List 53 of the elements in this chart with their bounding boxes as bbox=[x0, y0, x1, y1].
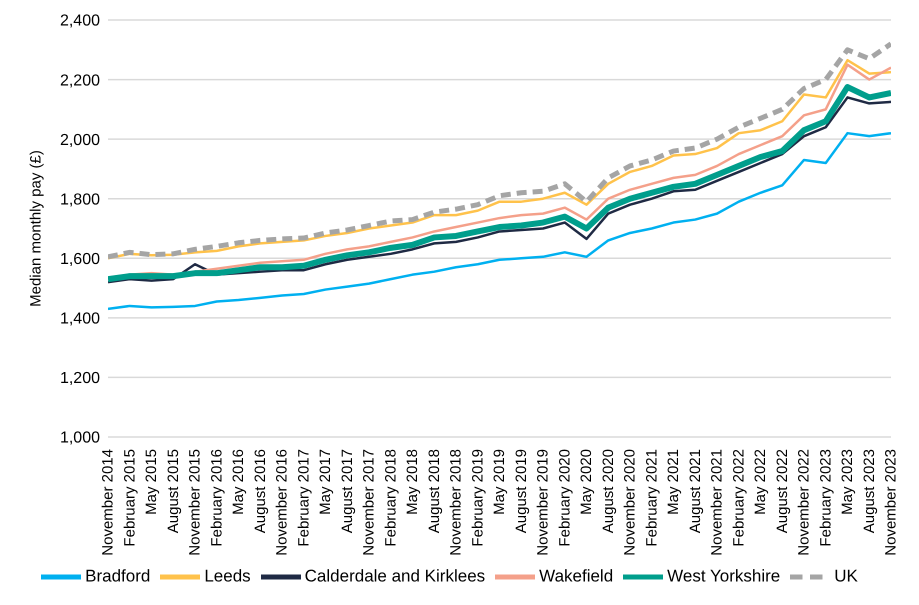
x-tick-label: May 2017 bbox=[317, 449, 334, 515]
y-tick-label: 2,200 bbox=[60, 72, 100, 90]
x-tick-label: February 2023 bbox=[817, 449, 834, 547]
legend-label: Calderdale and Kirklees bbox=[304, 566, 486, 586]
x-tick-label: August 2022 bbox=[774, 449, 791, 534]
y-tick-label: 2,000 bbox=[60, 132, 100, 149]
x-tick-label: May 2021 bbox=[665, 449, 682, 515]
x-tick-label: August 2015 bbox=[164, 449, 182, 534]
x-tick-label: August 2019 bbox=[512, 449, 530, 534]
x-tick-label: November 2022 bbox=[796, 449, 812, 556]
y-tick-label: 1,200 bbox=[60, 370, 100, 388]
x-tick-label: November 2020 bbox=[622, 449, 638, 556]
x-tick-label: February 2022 bbox=[730, 449, 748, 547]
x-tick-label: August 2016 bbox=[252, 449, 269, 534]
x-tick-label: May 2023 bbox=[839, 449, 856, 515]
legend-label: Bradford bbox=[85, 566, 150, 586]
x-tick-label: August 2018 bbox=[426, 449, 443, 534]
legend-label: Leeds bbox=[204, 566, 251, 586]
x-tick-label: November 2018 bbox=[448, 449, 464, 556]
x-tick-label: May 2015 bbox=[143, 449, 160, 515]
x-tick-label: November 2015 bbox=[186, 449, 204, 556]
x-tick-label: May 2019 bbox=[491, 449, 508, 515]
y-tick-label: 1,600 bbox=[60, 250, 100, 268]
x-tick-label: May 2018 bbox=[404, 449, 421, 515]
x-tick-label: August 2017 bbox=[338, 449, 356, 534]
x-tick-label: May 2020 bbox=[578, 449, 595, 515]
x-tick-label: November 2017 bbox=[360, 449, 378, 556]
x-tick-label: November 2016 bbox=[274, 449, 290, 556]
legend-label: West Yorkshire bbox=[667, 566, 780, 586]
x-tick-label: February 2018 bbox=[382, 449, 400, 547]
y-tick-label: 1,400 bbox=[60, 310, 100, 328]
x-tick-label: November 2014 bbox=[100, 449, 116, 556]
x-tick-label: November 2021 bbox=[708, 449, 726, 556]
x-tick-label: August 2021 bbox=[686, 449, 704, 534]
x-tick-label: February 2017 bbox=[295, 449, 312, 547]
x-tick-label: February 2021 bbox=[643, 449, 660, 547]
x-tick-label: February 2016 bbox=[208, 449, 226, 547]
legend-label: Wakefield bbox=[539, 566, 614, 586]
x-tick-label: February 2015 bbox=[121, 449, 138, 547]
y-tick-label: 1,800 bbox=[60, 191, 100, 208]
x-tick-label: February 2019 bbox=[469, 449, 486, 547]
y-tick-label: 1,000 bbox=[60, 430, 100, 447]
x-tick-label: August 2023 bbox=[860, 449, 878, 534]
x-tick-label: May 2022 bbox=[752, 449, 769, 515]
x-tick-label: May 2016 bbox=[230, 449, 247, 515]
x-tick-label: August 2020 bbox=[600, 449, 617, 534]
y-axis-title: Median monthly pay (£) bbox=[27, 150, 44, 307]
x-tick-label: November 2019 bbox=[534, 449, 552, 556]
line-series bbox=[108, 132, 891, 310]
x-tick-label: November 2023 bbox=[882, 449, 900, 556]
x-tick-label: February 2020 bbox=[556, 449, 574, 547]
y-tick-label: 2,400 bbox=[60, 12, 100, 30]
legend-label: UK bbox=[834, 566, 858, 586]
